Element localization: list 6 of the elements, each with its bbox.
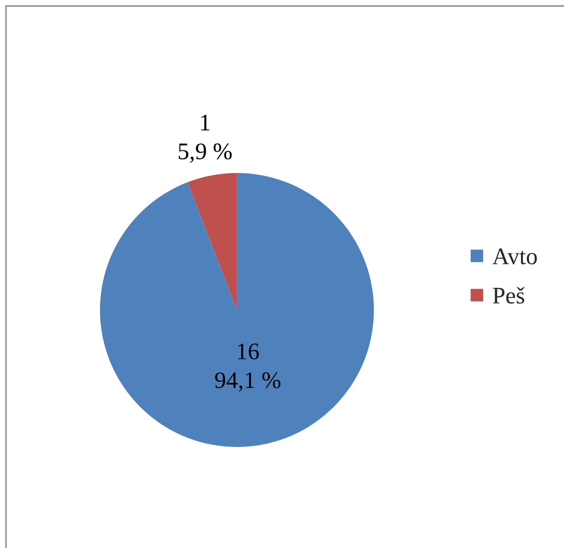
data-label: 16 94,1 % (215, 344, 280, 392)
data-label: 1 5,9 % (178, 114, 232, 163)
pie-slice (100, 173, 374, 447)
legend-label: Avto (492, 248, 537, 264)
legend-label: Peš (492, 286, 524, 304)
pie-slice (187, 173, 237, 310)
